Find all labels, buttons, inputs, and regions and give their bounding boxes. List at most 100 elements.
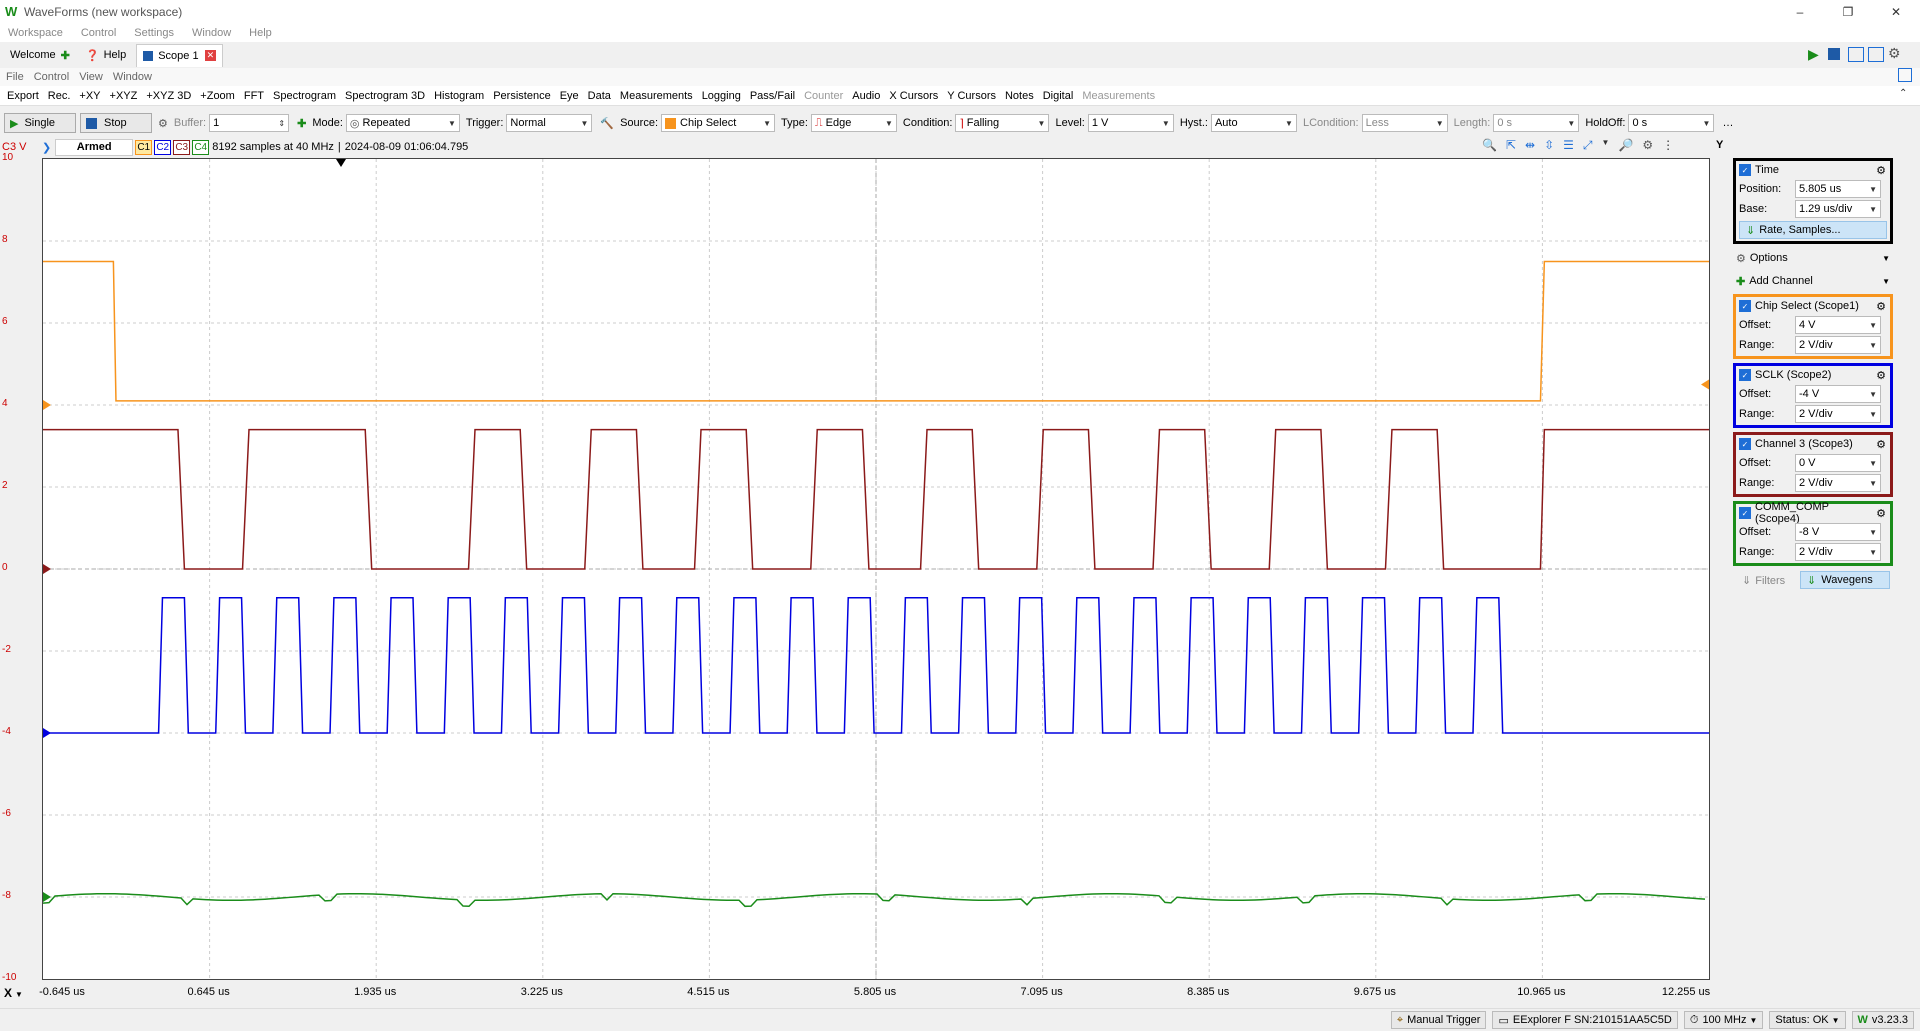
split-icon[interactable]	[1868, 47, 1884, 62]
toolbar--xyz-3d[interactable]: +XYZ 3D	[146, 90, 191, 102]
toolbar--xy[interactable]: +XY	[79, 90, 100, 102]
stop-button[interactable]: Stop	[80, 113, 152, 133]
toolbar-measurements[interactable]: Measurements	[1082, 90, 1155, 102]
base-select[interactable]: 1.29 us/div ▼	[1795, 200, 1881, 218]
toolbar-fft[interactable]: FFT	[244, 90, 264, 102]
range-select[interactable]: 2 V/div ▼	[1795, 543, 1881, 561]
toolbar-logging[interactable]: Logging	[702, 90, 741, 102]
device-button[interactable]: ▭ EExplorer F SN:210151AA5C5D	[1492, 1011, 1677, 1029]
offset-select[interactable]: -8 V ▼	[1795, 523, 1881, 541]
toolbar-y-cursors[interactable]: Y Cursors	[947, 90, 996, 102]
checkbox-icon[interactable]: ✓	[1739, 164, 1751, 176]
align-icon[interactable]: ☰	[1563, 138, 1574, 153]
add-channel-button[interactable]: ✚ Add Channel ▼	[1736, 272, 1890, 290]
fit-icon[interactable]: ⇳	[1544, 138, 1554, 153]
trigger-select[interactable]: Normal ▼	[506, 114, 592, 132]
channel-c1-toggle[interactable]: C1	[135, 140, 152, 155]
buffer-spinbox[interactable]: 1 ⇕	[209, 114, 289, 132]
channel-header[interactable]: ✓ Channel 3 (Scope3) ⚙	[1736, 435, 1890, 453]
holdoff-select[interactable]: 0 s ▼	[1628, 114, 1714, 132]
fit-width-icon[interactable]: ⇹	[1525, 138, 1535, 153]
y-axis-button[interactable]: Y	[1716, 139, 1723, 151]
tab-welcome[interactable]: Welcome ✚	[4, 44, 76, 66]
menu-help[interactable]: Help	[249, 27, 272, 39]
toolbar-eye[interactable]: Eye	[560, 90, 579, 102]
source-select[interactable]: Chip Select ▼	[661, 114, 775, 132]
status-button[interactable]: Status: OK ▼	[1769, 1011, 1845, 1029]
level-select[interactable]: 1 V ▼	[1088, 114, 1174, 132]
toolbar-audio[interactable]: Audio	[852, 90, 880, 102]
expand-icon[interactable]: ⤢	[1583, 138, 1593, 153]
toolbar-persistence[interactable]: Persistence	[493, 90, 550, 102]
submenu-file[interactable]: File	[6, 71, 24, 83]
menu-workspace[interactable]: Workspace	[8, 27, 63, 39]
add-icon[interactable]: ✚	[61, 49, 70, 62]
condition-select[interactable]: ⌉ Falling ▼	[955, 114, 1049, 132]
menu-window[interactable]: Window	[192, 27, 231, 39]
filters-button[interactable]: ⇓ Filters	[1742, 574, 1785, 587]
toolbar--zoom[interactable]: +Zoom	[200, 90, 235, 102]
offset-select[interactable]: 0 V ▼	[1795, 454, 1881, 472]
checkbox-icon[interactable]: ✓	[1739, 369, 1751, 381]
menu-settings[interactable]: Settings	[134, 27, 174, 39]
layout-icon[interactable]	[1848, 47, 1864, 62]
options-button[interactable]: ⚙ Options ▼	[1736, 249, 1890, 267]
single-button[interactable]: ▶ Single	[4, 113, 76, 133]
toolbar-export[interactable]: Export	[7, 90, 39, 102]
toolbar-measurements[interactable]: Measurements	[620, 90, 693, 102]
submenu-view[interactable]: View	[79, 71, 103, 83]
close-tab-icon[interactable]: ✕	[205, 50, 217, 61]
lcondition-select[interactable]: Less ▼	[1362, 114, 1448, 132]
settings-icon[interactable]: ⚙	[1642, 138, 1653, 153]
range-select[interactable]: 2 V/div ▼	[1795, 474, 1881, 492]
time-header[interactable]: ✓ Time ⚙	[1736, 161, 1890, 179]
toolbar-x-cursors[interactable]: X Cursors	[889, 90, 938, 102]
channel-header[interactable]: ✓ COMM_COMP (Scope4) ⚙	[1736, 504, 1890, 522]
rate-samples-button[interactable]: ⇓ Rate, Samples...	[1739, 221, 1887, 239]
settings-icon[interactable]: ⚙	[1888, 45, 1901, 62]
toolbar-counter[interactable]: Counter	[804, 90, 843, 102]
offset-select[interactable]: 4 V ▼	[1795, 316, 1881, 334]
menu-control[interactable]: Control	[81, 27, 116, 39]
channel-header[interactable]: ✓ SCLK (Scope2) ⚙	[1736, 366, 1890, 384]
manual-trigger-button[interactable]: ⌖ Manual Trigger	[1391, 1011, 1487, 1029]
checkbox-icon[interactable]: ✓	[1739, 507, 1751, 519]
spin-icon[interactable]: ⇕	[278, 119, 285, 128]
magnifier-icon[interactable]: 🔎	[1618, 138, 1633, 153]
toolbar-rec[interactable]: Rec.	[48, 90, 71, 102]
mode-select[interactable]: ◎ Repeated ▼	[346, 114, 460, 132]
maximize-button[interactable]: ❐	[1828, 0, 1868, 24]
channel-c2-toggle[interactable]: C2	[154, 140, 171, 155]
settings-icon[interactable]: ⚙	[1876, 164, 1886, 177]
settings-icon[interactable]: ⚙	[1876, 438, 1886, 451]
offset-select[interactable]: -4 V ▼	[1795, 385, 1881, 403]
toolbar-spectrogram[interactable]: Spectrogram	[273, 90, 336, 102]
toolbar--xyz[interactable]: +XYZ	[110, 90, 138, 102]
x-axis-button[interactable]: X ▼	[4, 986, 23, 1000]
dropdown-icon[interactable]: ▼	[1602, 138, 1610, 153]
more-icon[interactable]: …	[1722, 117, 1733, 129]
cursor-icon[interactable]: ⇱	[1506, 138, 1516, 153]
length-select[interactable]: 0 s ▼	[1493, 114, 1579, 132]
channel-c4-toggle[interactable]: C4	[192, 140, 209, 155]
zoom-icon[interactable]: 🔍	[1482, 138, 1497, 153]
toolbar-histogram[interactable]: Histogram	[434, 90, 484, 102]
checkbox-icon[interactable]: ✓	[1739, 300, 1751, 312]
clock-button[interactable]: ⏱ 100 MHz ▼	[1684, 1011, 1764, 1029]
channel-c3-toggle[interactable]: C3	[173, 140, 190, 155]
tab-scope-1[interactable]: Scope 1 ✕	[136, 44, 223, 67]
checkbox-icon[interactable]: ✓	[1739, 438, 1751, 450]
settings-icon[interactable]: ⚙	[1876, 369, 1886, 382]
collapse-chevron-icon[interactable]: ⌃	[1899, 88, 1907, 99]
range-select[interactable]: 2 V/div ▼	[1795, 336, 1881, 354]
hyst-select[interactable]: Auto ▼	[1211, 114, 1297, 132]
close-button[interactable]: ✕	[1876, 0, 1916, 24]
run-button[interactable]: ▶	[1808, 46, 1819, 63]
position-select[interactable]: 5.805 us ▼	[1795, 180, 1881, 198]
toolbar-digital[interactable]: Digital	[1043, 90, 1074, 102]
settings-icon[interactable]: ⚙	[1876, 507, 1886, 520]
more-icon[interactable]: ⋮	[1662, 138, 1674, 153]
tab-help[interactable]: ❓ Help	[80, 44, 132, 66]
toolbar-spectrogram-3d[interactable]: Spectrogram 3D	[345, 90, 425, 102]
